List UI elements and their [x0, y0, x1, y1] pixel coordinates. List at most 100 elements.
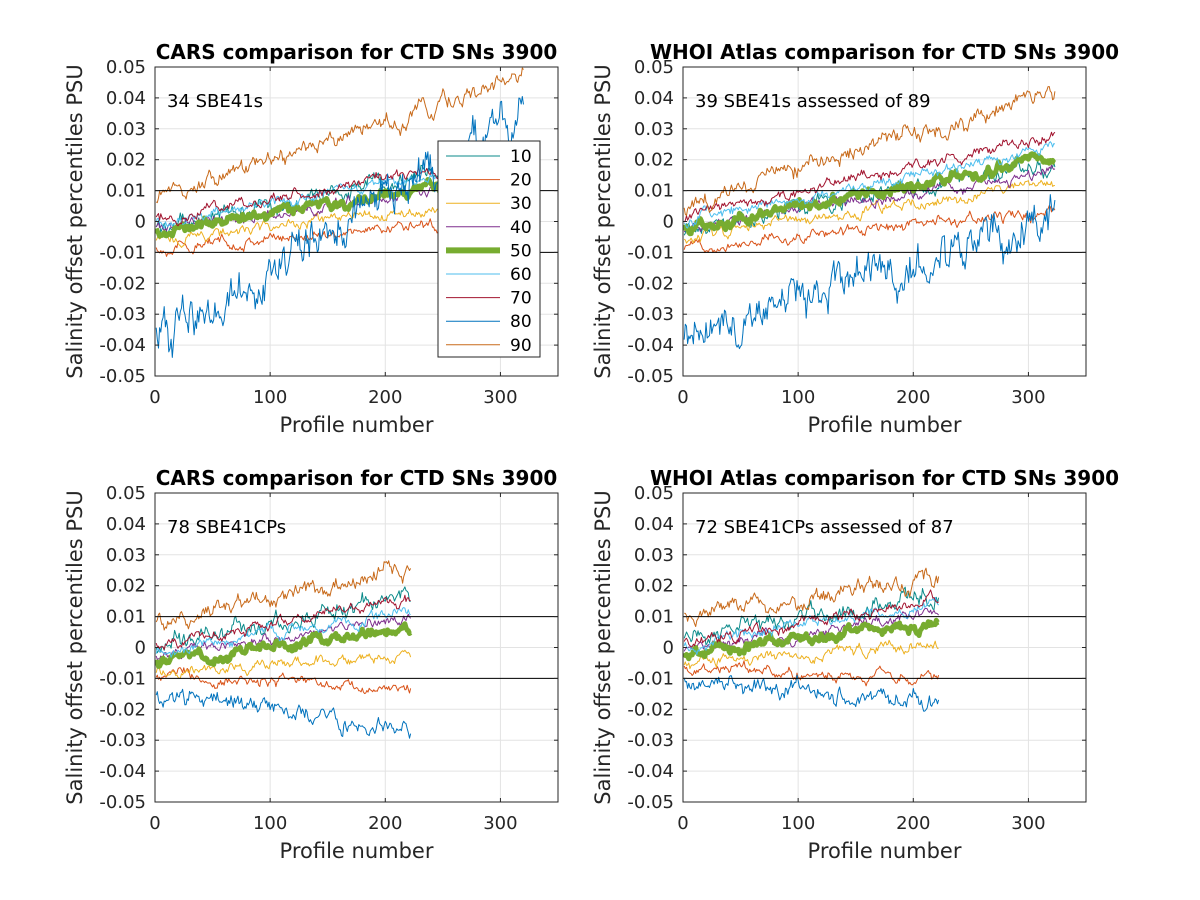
- y-tick-label: -0.05: [99, 792, 146, 813]
- series-line-50: [155, 621, 413, 669]
- y-tick-label: 0.04: [106, 514, 146, 535]
- x-axis-label: Profile number: [280, 839, 434, 863]
- y-tick-label: 0.05: [634, 483, 674, 504]
- y-tick-label: 0.01: [106, 181, 146, 202]
- x-tick-label: 200: [896, 387, 930, 408]
- y-tick-label: 0.02: [106, 150, 146, 171]
- x-tick-label: 100: [781, 813, 815, 834]
- y-tick-label: -0.05: [627, 792, 674, 813]
- legend-item: 40: [446, 218, 532, 238]
- series-line-10: [155, 586, 411, 654]
- chart-annotation: 39 SBE41s assessed of 89: [695, 91, 931, 112]
- y-tick-label: -0.01: [627, 242, 674, 263]
- chart-panel-3: 0 100 200 300 -0.05 -0.04 -0.03 -0.02 -0.01 0 0.01…: [63, 466, 559, 863]
- legend-label: 90: [510, 336, 532, 356]
- series-line-40: [683, 164, 1056, 233]
- series-line-80: [155, 688, 412, 739]
- series-line-70: [683, 589, 939, 648]
- y-axis-label: Salinity offset percentiles PSU: [63, 490, 87, 804]
- x-tick-label: 300: [483, 813, 517, 834]
- y-tick-label: 0: [663, 638, 674, 659]
- legend-label: 30: [510, 194, 532, 214]
- y-tick-label: 0.03: [634, 119, 674, 140]
- series-line-30: [155, 649, 412, 679]
- y-tick-label: 0.02: [634, 576, 674, 597]
- y-tick-label: -0.03: [627, 304, 674, 325]
- y-tick-label: 0.03: [106, 119, 146, 140]
- legend-item: 10: [446, 147, 532, 167]
- y-tick-label: -0.04: [627, 335, 674, 356]
- x-tick-label: 100: [253, 387, 287, 408]
- legend: 10 20 30 40 50 60 70 80 90: [437, 140, 541, 358]
- legend-item: 90: [446, 336, 532, 356]
- y-tick-label: -0.02: [99, 699, 146, 720]
- y-tick-label: -0.01: [99, 668, 146, 689]
- y-tick-label: -0.01: [99, 242, 146, 263]
- x-tick-label: 200: [896, 813, 930, 834]
- y-tick-label: -0.03: [627, 730, 674, 751]
- x-tick-label: 0: [677, 387, 688, 408]
- y-axis-label: Salinity offset percentiles PSU: [591, 64, 615, 378]
- series-line-20: [683, 205, 1056, 253]
- y-tick-label: 0.05: [106, 57, 146, 78]
- series-line-30: [683, 639, 939, 670]
- y-tick-label: -0.05: [627, 366, 674, 387]
- chart-panel-2: 0 100 200 300 -0.05 -0.04 -0.03 -0.02 -0.01 0 0.01…: [591, 40, 1119, 437]
- y-tick-label: -0.04: [99, 761, 146, 782]
- series-group: [683, 567, 940, 712]
- y-tick-label: -0.04: [627, 761, 674, 782]
- series-group: [155, 560, 413, 739]
- series-line-70: [155, 594, 411, 650]
- legend-label: 60: [510, 265, 532, 285]
- y-tick-label: 0: [135, 212, 146, 233]
- x-tick-label: 300: [483, 387, 517, 408]
- y-tick-label: -0.03: [99, 730, 146, 751]
- series-line-80: [683, 674, 940, 712]
- legend-label: 80: [510, 312, 532, 332]
- x-axis-label: Profile number: [808, 839, 962, 863]
- y-tick-label: 0.02: [634, 150, 674, 171]
- x-tick-label: 0: [149, 387, 160, 408]
- y-tick-label: 0.05: [106, 483, 146, 504]
- series-line-70: [683, 131, 1056, 223]
- series-line-20: [683, 660, 940, 687]
- x-tick-label: 100: [253, 813, 287, 834]
- chart-title: WHOI Atlas comparison for CTD SNs 3900: [650, 40, 1119, 64]
- y-tick-label: 0.01: [106, 607, 146, 628]
- series-line-60: [155, 607, 411, 658]
- y-tick-label: 0.04: [106, 88, 146, 109]
- series-line-90: [683, 86, 1056, 216]
- y-tick-label: 0.04: [634, 514, 674, 535]
- y-tick-label: -0.05: [99, 366, 146, 387]
- y-tick-label: 0: [663, 212, 674, 233]
- legend-item: 70: [446, 289, 532, 309]
- chart-annotation: 34 SBE41s: [167, 91, 263, 112]
- legend-label: 20: [510, 171, 532, 191]
- series-line-90: [155, 560, 412, 631]
- chart-title: WHOI Atlas comparison for CTD SNs 3900: [650, 466, 1119, 490]
- chart-annotation: 72 SBE41CPs assessed of 87: [695, 517, 954, 538]
- x-tick-label: 300: [1011, 813, 1045, 834]
- legend-item: 50: [446, 241, 532, 261]
- x-tick-label: 100: [781, 387, 815, 408]
- y-axis-label: Salinity offset percentiles PSU: [63, 64, 87, 378]
- x-tick-label: 0: [149, 813, 160, 834]
- series-line-90: [684, 567, 940, 627]
- y-tick-label: 0.04: [634, 88, 674, 109]
- legend-label: 40: [510, 218, 532, 238]
- series-line-80: [683, 194, 1056, 350]
- series-line-20: [155, 667, 412, 695]
- chart-annotation: 78 SBE41CPs: [167, 517, 286, 538]
- legend-item: 30: [446, 194, 532, 214]
- y-axis-label: Salinity offset percentiles PSU: [591, 490, 615, 804]
- x-tick-label: 300: [1011, 387, 1045, 408]
- y-tick-label: -0.02: [627, 699, 674, 720]
- y-tick-label: -0.01: [627, 668, 674, 689]
- series-line-90: [155, 67, 524, 204]
- x-tick-label: 200: [368, 813, 402, 834]
- series-line-50: [683, 617, 940, 662]
- legend-label: 10: [510, 147, 532, 167]
- x-axis-label: Profile number: [808, 413, 962, 437]
- x-tick-label: 0: [677, 813, 688, 834]
